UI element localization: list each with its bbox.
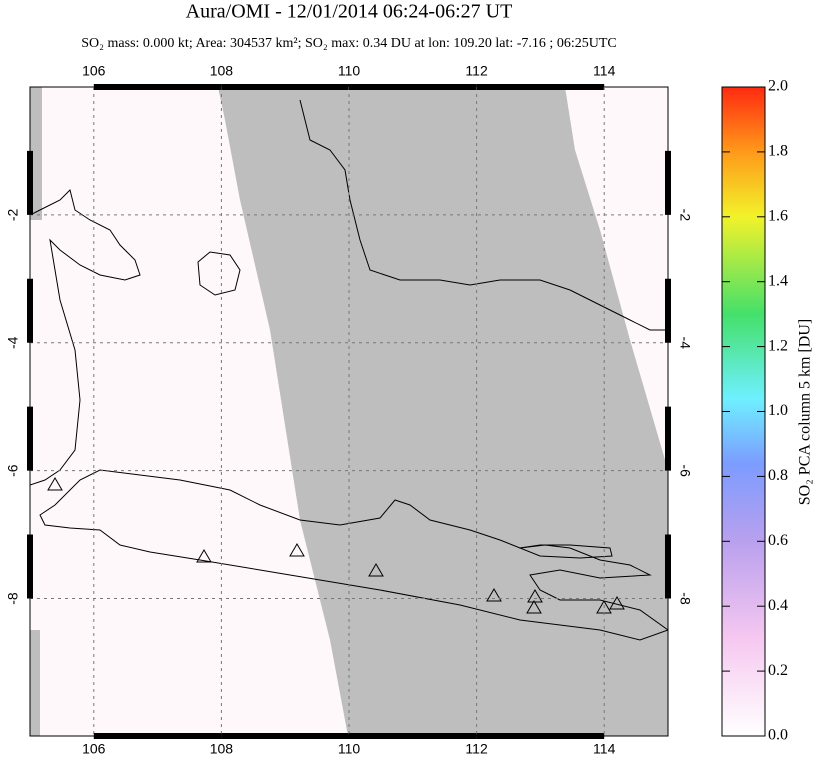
lat-tick-label: -6 <box>677 464 693 477</box>
lon-tick-label: 112 <box>465 63 488 79</box>
coastline-borneo <box>299 99 668 331</box>
coastline-belitung <box>197 251 241 296</box>
colorbar-tick-label: 0.2 <box>768 662 788 679</box>
title: Aura/OMI - 12/01/2014 06:24-06:27 UT <box>186 1 513 23</box>
colorbar-tick-label: 0.0 <box>768 727 788 744</box>
lat-tick-label: -6 <box>5 464 21 477</box>
coastline-java <box>39 469 668 641</box>
colorbar-tick-label: 1.8 <box>768 143 788 160</box>
lat-tick-label: -2 <box>5 208 21 221</box>
lat-tick-label: -4 <box>5 336 21 349</box>
coastline-madura <box>518 544 613 559</box>
no-data-swath <box>30 630 40 736</box>
lon-tick-label: 106 <box>82 741 106 757</box>
volcanoes <box>47 477 625 614</box>
lon-tick-label: 110 <box>338 63 361 79</box>
lon-tick-label: 114 <box>593 741 616 757</box>
colorbar-tick-label: 0.4 <box>768 597 788 614</box>
lon-tick-label: 112 <box>465 741 488 757</box>
lat-tick-label: -2 <box>677 209 693 222</box>
colorbar-tick-label: 0.8 <box>768 467 788 484</box>
lat-tick-label: -8 <box>677 592 693 605</box>
lon-tick-label: 108 <box>210 741 234 757</box>
colorbar-tick-label: 2.0 <box>768 78 788 95</box>
lat-tick-label: -8 <box>5 592 21 605</box>
colorbar-tick-label: 1.2 <box>768 337 788 354</box>
lon-tick-label: 108 <box>210 63 234 79</box>
no-data-swath <box>218 87 668 736</box>
lon-tick-label: 106 <box>82 63 106 79</box>
lon-tick-label: 114 <box>593 63 616 79</box>
subtitle: SO₂ mass: 0.000 kt; Area: 304537 km²; SO… <box>81 36 616 51</box>
lon-tick-label: 110 <box>338 741 361 757</box>
colorbar-label: SO₂ PCA column 5 km [DU] <box>797 319 814 505</box>
coastline-sumatra <box>30 189 141 486</box>
colorbar-tick-label: 1.0 <box>768 402 788 419</box>
colorbar-tick-label: 1.6 <box>768 207 788 224</box>
colorbar-tick-label: 1.4 <box>768 272 788 289</box>
colorbar-tick-label: 0.6 <box>768 532 788 549</box>
lat-tick-label: -4 <box>677 337 693 350</box>
